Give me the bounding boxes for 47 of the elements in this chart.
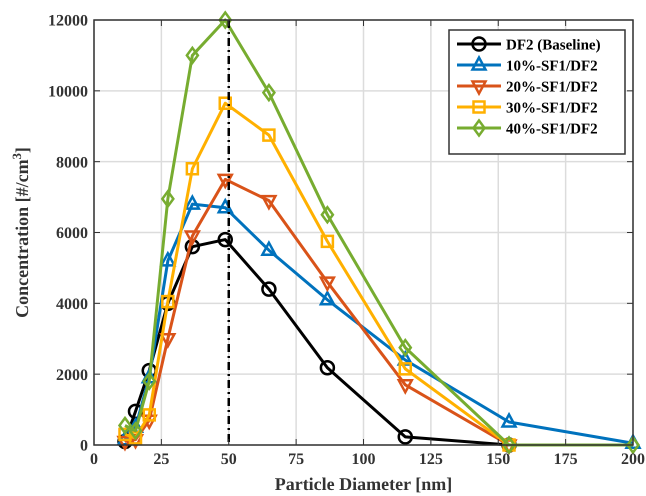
- point: [128, 422, 142, 440]
- point: [398, 429, 414, 445]
- x-tick-label: 125: [418, 451, 443, 468]
- point: [398, 338, 412, 356]
- point: [217, 174, 233, 188]
- point: [217, 232, 233, 248]
- point: [186, 162, 200, 176]
- y-tick-label: 4000: [56, 296, 88, 313]
- y-tick-label: 6000: [56, 225, 88, 242]
- x-tick-label: 50: [220, 451, 237, 468]
- point: [218, 96, 232, 110]
- x-tick-label: 200: [621, 451, 645, 468]
- legend-label: 10%-SF1/DF2: [506, 58, 598, 74]
- point: [261, 281, 277, 297]
- x-axis-title: Particle Diameter [nm]: [274, 474, 452, 494]
- point: [184, 230, 200, 245]
- point: [262, 84, 276, 102]
- point: [161, 294, 175, 308]
- legend-label: 40%-SF1/DF2: [506, 121, 598, 138]
- x-tick-label: 100: [352, 451, 376, 468]
- point: [218, 11, 232, 29]
- point: [398, 379, 414, 394]
- point: [261, 194, 277, 210]
- point: [142, 408, 156, 422]
- x-tick-label: 25: [153, 451, 170, 468]
- point: [186, 46, 200, 64]
- y-tick-label: 12000: [48, 12, 88, 30]
- point: [161, 190, 175, 208]
- legend-label: DF2 (Baseline): [506, 37, 601, 54]
- legend-label: 30%-SF1/DF2: [506, 100, 598, 116]
- point: [320, 234, 334, 248]
- point: [320, 276, 336, 291]
- point: [320, 206, 334, 224]
- point: [398, 362, 412, 376]
- legend-label: 20%-SF1/DF2: [506, 79, 598, 96]
- y-tick-label: 8000: [56, 154, 88, 172]
- x-tick-label: 75: [288, 451, 304, 468]
- point: [142, 372, 156, 390]
- x-tick-label: 150: [486, 451, 510, 468]
- point: [118, 416, 132, 434]
- point: [626, 436, 640, 454]
- point: [262, 128, 276, 142]
- x-tick-label: 175: [554, 451, 578, 468]
- y-tick-label: 0: [80, 438, 88, 455]
- point: [320, 360, 336, 376]
- y-tick-label: 10000: [48, 83, 88, 100]
- y-tick-label: 2000: [56, 366, 88, 384]
